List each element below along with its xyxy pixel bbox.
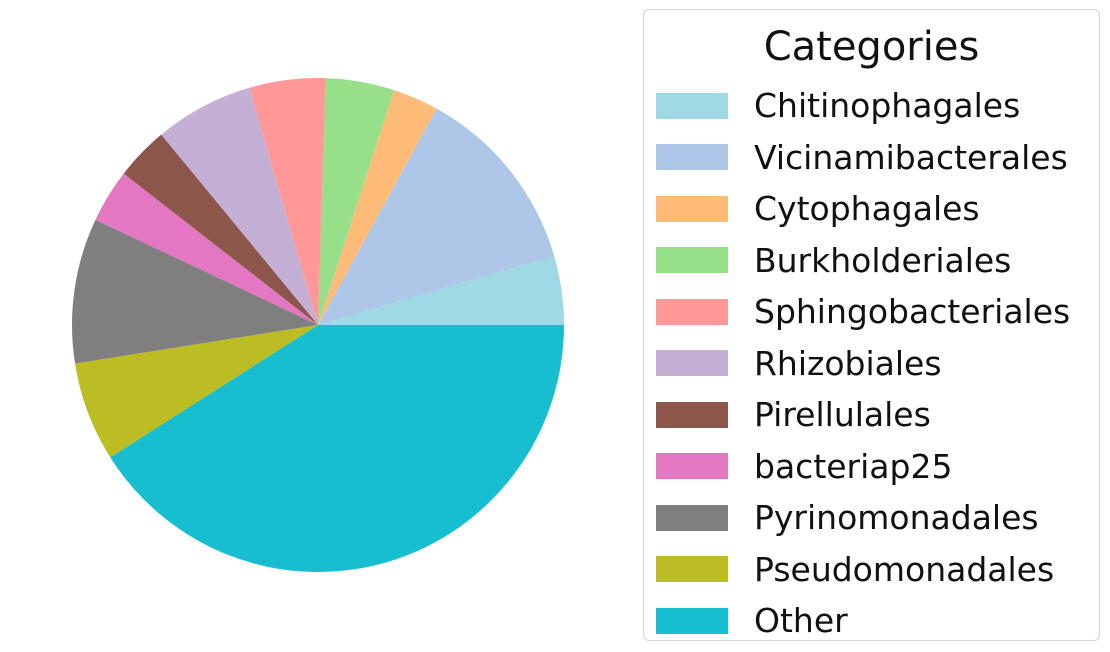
legend-item: Chitinophagales	[656, 80, 1070, 132]
legend-label: Pyrinomonadales	[754, 498, 1039, 538]
pie-slice-sphingobacteriales	[249, 77, 326, 325]
legend-swatch	[656, 144, 728, 171]
legend-item: Other	[656, 595, 1070, 647]
pie-slices	[72, 77, 564, 572]
legend-swatch	[656, 247, 728, 274]
legend-item: Rhizobiales	[656, 338, 1070, 390]
pie-slice-bacteriap25	[95, 173, 319, 325]
legend-item: Sphingobacteriales	[656, 286, 1070, 338]
legend-item: Pseudomonadales	[656, 544, 1070, 596]
pie-slice-rhizobiales	[161, 87, 318, 325]
pie-chart	[72, 77, 564, 572]
legend: Categories Chitinophagales Vicinamibacter…	[643, 9, 1100, 641]
legend-label: Pirellulales	[754, 395, 931, 435]
pie-slice-pyrinomonadales	[72, 219, 318, 364]
legend-item: Burkholderiales	[656, 235, 1070, 287]
legend-item: bacteriap25	[656, 441, 1070, 493]
legend-label: Pseudomonadales	[754, 549, 1055, 589]
legend-label: Cytophagales	[754, 189, 980, 229]
legend-swatch	[656, 195, 728, 222]
legend-item: Cytophagales	[656, 183, 1070, 235]
legend-label: Burkholderiales	[754, 240, 1012, 280]
legend-swatch	[656, 298, 728, 325]
legend-label: Chitinophagales	[754, 86, 1021, 126]
pie-slice-pseudomonadales	[75, 325, 318, 458]
legend-swatch	[656, 504, 728, 531]
legend-swatch	[656, 350, 728, 377]
legend-swatch	[656, 453, 728, 480]
pie-slice-chitinophagales	[318, 256, 564, 325]
pie-slice-other	[110, 325, 564, 572]
legend-label: Sphingobacteriales	[754, 292, 1071, 332]
legend-list: Chitinophagales Vicinamibacterales Cytopha…	[656, 80, 1070, 647]
legend-item: Vicinamibacterales	[656, 132, 1070, 184]
legend-item: Pirellulales	[656, 389, 1070, 441]
legend-swatch	[656, 92, 728, 119]
legend-swatch	[656, 401, 728, 428]
legend-label: Vicinamibacterales	[754, 137, 1068, 177]
pie-slice-pirellulales	[123, 134, 319, 325]
legend-label: bacteriap25	[754, 446, 953, 486]
legend-label: Rhizobiales	[754, 343, 942, 383]
legend-swatch	[656, 556, 728, 583]
legend-title: Categories	[763, 24, 980, 70]
legend-label: Other	[754, 601, 848, 641]
legend-swatch	[656, 607, 728, 634]
pie-slice-cytophagales	[318, 90, 437, 325]
pie-slice-burkholderiales	[318, 78, 395, 325]
pie-slice-vicinamibacterales	[318, 108, 555, 326]
legend-item: Pyrinomonadales	[656, 492, 1070, 544]
